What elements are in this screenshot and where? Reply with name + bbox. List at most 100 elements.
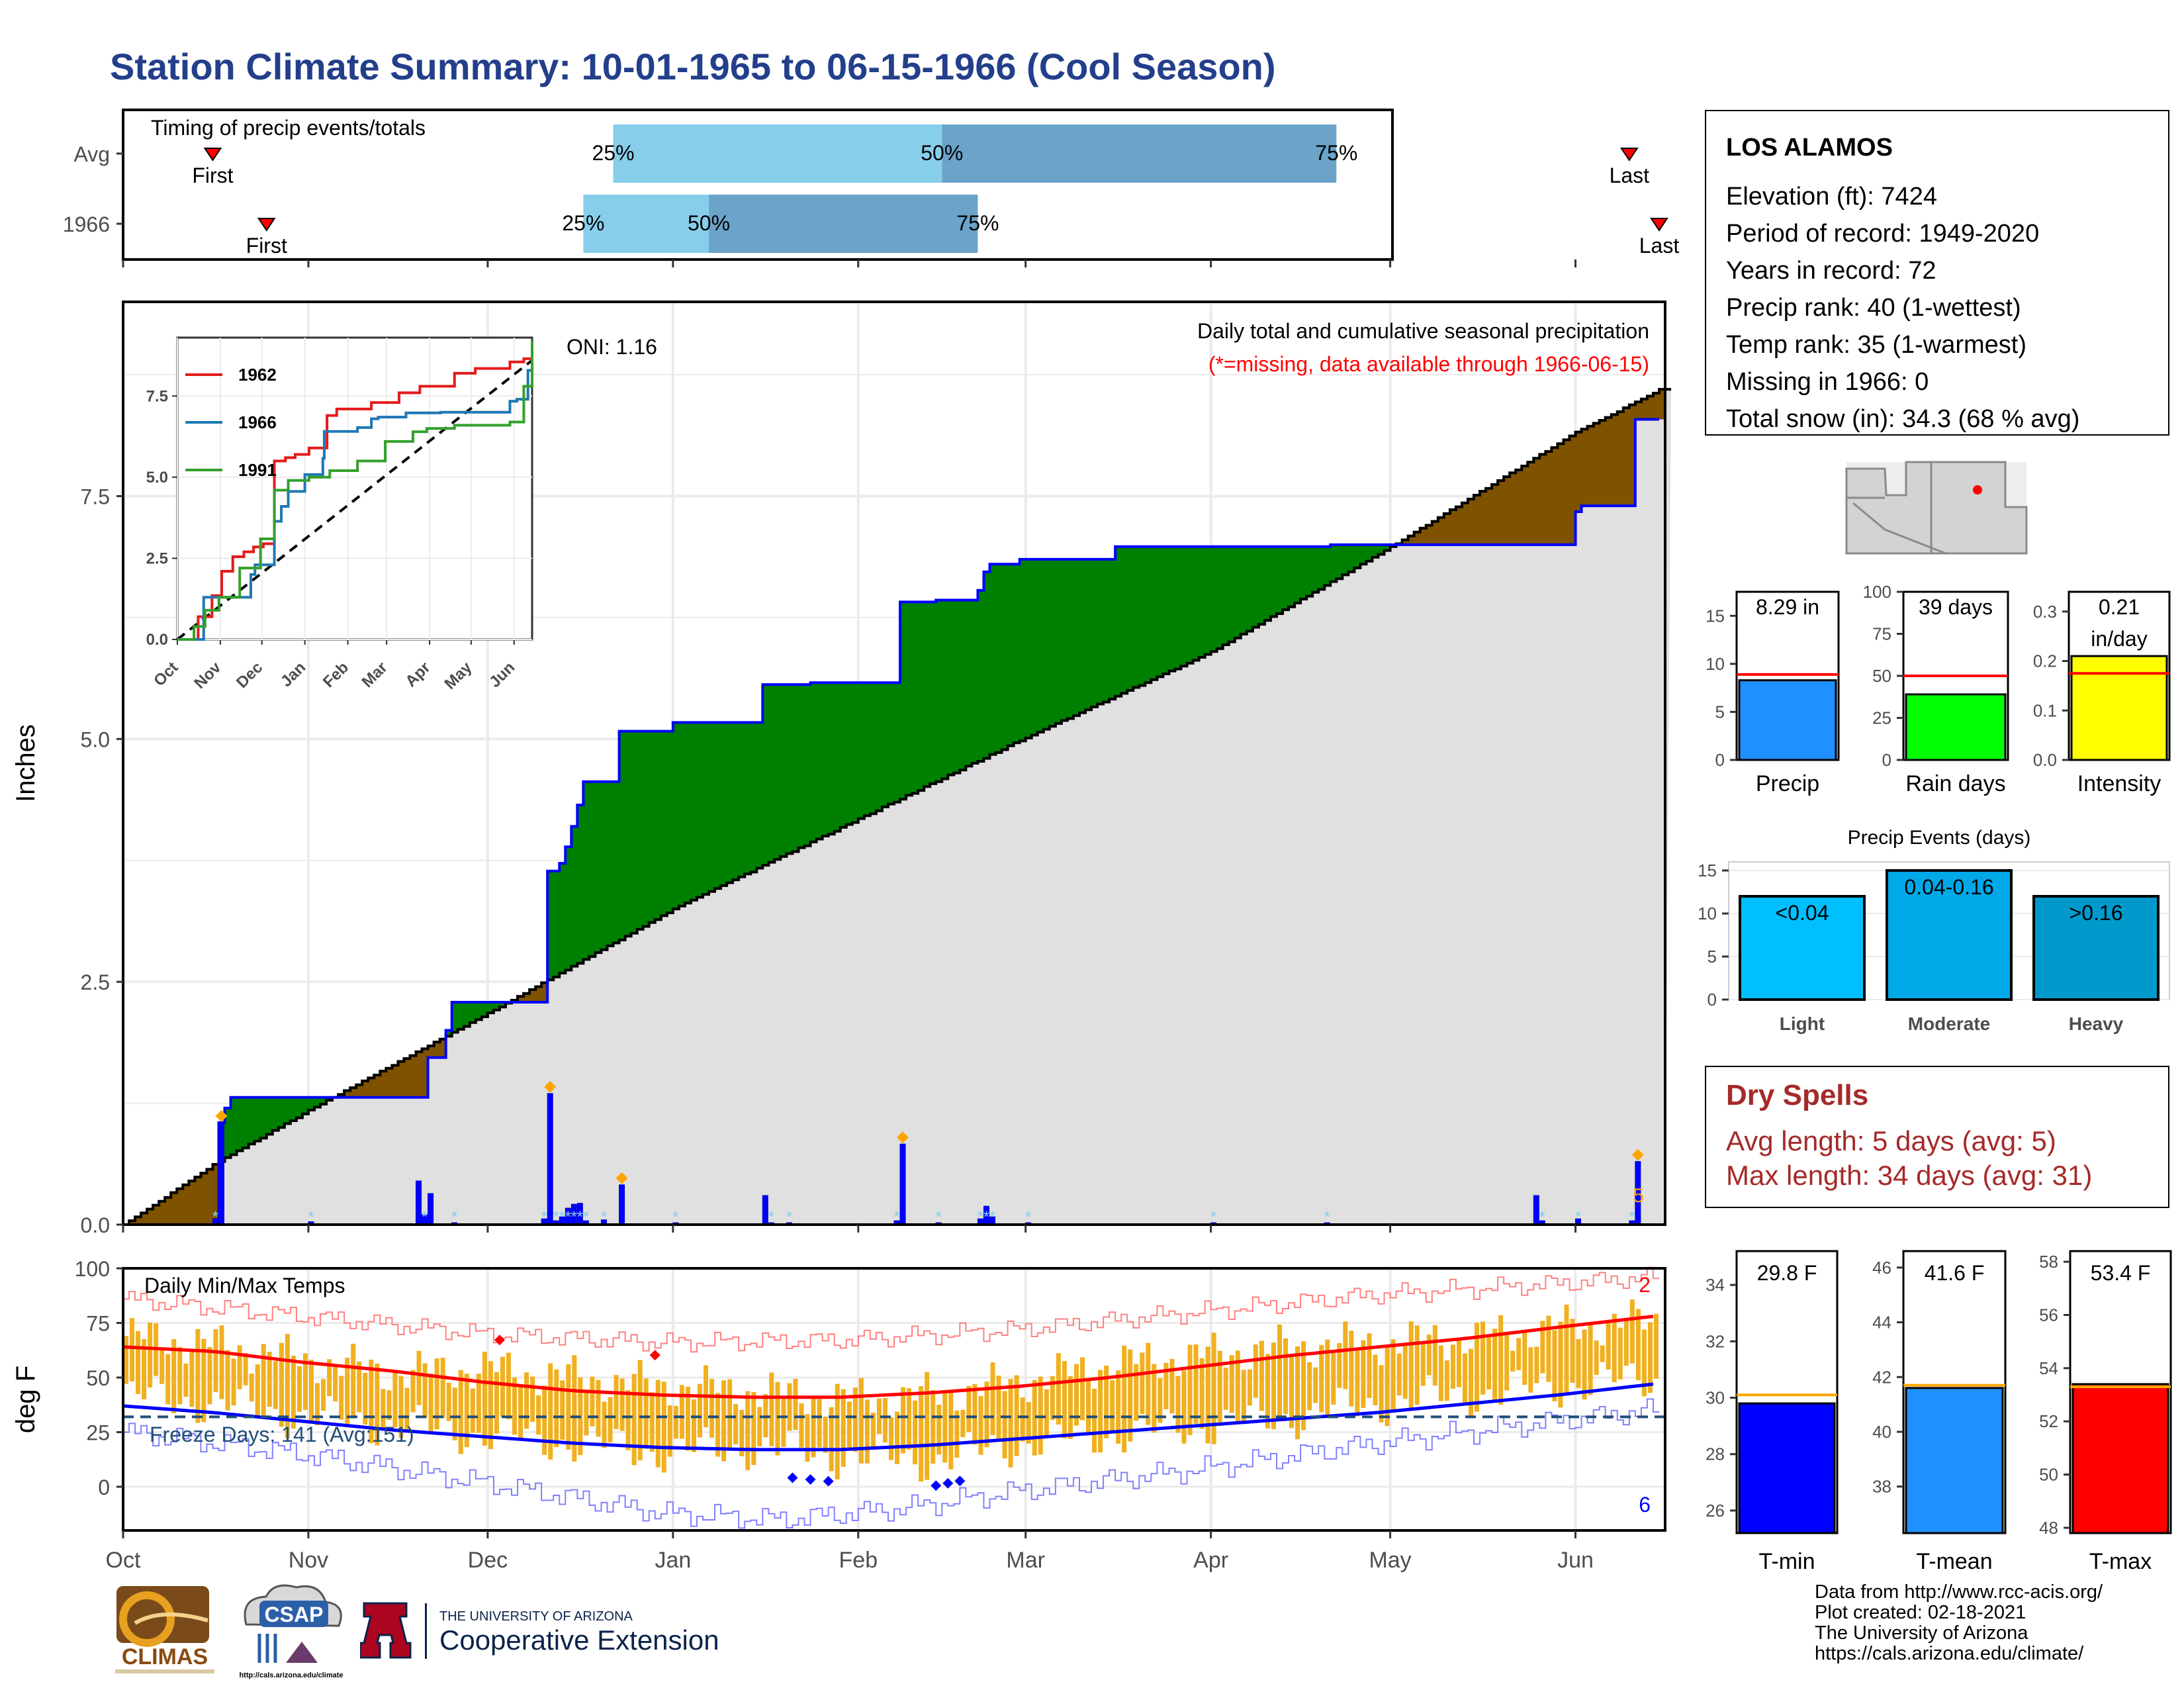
above-normal-area [583,781,590,960]
daily-temp-bar [1486,1337,1492,1390]
above-normal-area [469,1002,477,1023]
below-normal-area [1516,469,1522,545]
timing-pct-75-Avg: 75% [1315,141,1357,165]
above-normal-area [715,722,721,889]
daily-temp-bar [1325,1339,1330,1418]
above-normal-area [804,684,811,846]
record-low-marker [931,1480,942,1491]
daily-temp-bar [775,1382,780,1456]
above-normal-area [266,1097,273,1135]
above-normal-area [703,722,709,895]
daily-temp-bar [524,1372,529,1429]
daily-temp-bar [1516,1338,1522,1370]
daily-temp-bar [1600,1345,1605,1362]
above-normal-area [966,600,973,767]
above-normal-area [1025,559,1032,738]
above-normal-area [1151,546,1158,680]
above-normal-area [631,731,638,933]
daily-temp-bar [1588,1322,1593,1395]
record-min-line [123,1398,1659,1529]
daily-temp-bar [225,1350,230,1411]
timing-pct-75-1966: 75% [956,211,999,235]
psum-ytick-label: 0.0 [2033,750,2057,770]
tsum-bar-T-min [1738,1402,1836,1534]
daily-precip-bar [899,1143,906,1225]
observed-cumulative-line [123,418,1659,1226]
above-normal-area [948,600,954,775]
events-bar-label-heavy: >0.16 [2070,901,2123,925]
below-normal-area [141,1213,148,1225]
daily-temp-bar [566,1364,571,1450]
record-low-marker [954,1476,966,1487]
above-normal-area [721,722,727,886]
inset-series-1991 [177,340,533,641]
above-normal-area [1049,559,1056,727]
timing-first-marker-Avg [203,148,222,162]
daily-temp-bar [494,1372,499,1434]
above-normal-area [625,731,632,937]
above-normal-area [1181,546,1188,667]
above-normal-area [230,1097,238,1155]
daily-temp-bar [1653,1313,1659,1379]
timing-row-label-Avg: Avg [73,142,110,166]
above-normal-area [995,564,1003,753]
daily-temp-bar [1402,1345,1408,1399]
temperature-chart: 0 25 50 75 100 Oct Nov Dec Jan Feb Mar Apr May Jun Da… [11,1257,1666,1573]
daily-temp-bar [769,1372,774,1446]
daily-temp-bar [1110,1380,1115,1433]
timing-first-label-1966: First [246,234,287,258]
daily-temp-bar [679,1385,684,1439]
above-normal-area [643,731,650,927]
above-normal-area [1240,546,1248,634]
ua-logo-extension: Cooperative Extension [439,1624,719,1656]
daily-temp-bar [1570,1319,1575,1383]
above-normal-area [1228,546,1236,642]
daily-temp-bar [942,1391,948,1463]
above-normal-area [762,684,769,866]
daily-temp-bar [171,1339,177,1413]
above-normal-area [1007,564,1015,746]
daily-temp-bar [1307,1362,1312,1411]
timing-pct-50-1966: 50% [688,211,730,235]
ua-cooperative-extension-logo: THE UNIVERSITY OF ARIZONA Cooperative Ex… [360,1602,719,1659]
daily-temp-bar [369,1359,374,1444]
below-normal-area [523,993,530,1002]
daily-temp-bar [1319,1344,1324,1413]
psum-ytick-label: 100 [1863,582,1891,602]
timing-first-marker-1966 [257,218,276,232]
snow-marker: * [1210,1208,1216,1226]
daily-temp-bar [279,1342,284,1427]
daily-temp-bar [1361,1340,1366,1408]
below-normal-area [189,1180,195,1225]
daily-temp-bar [1606,1321,1611,1370]
above-normal-area [1336,544,1343,579]
events-category-light: Light [1780,1013,1825,1034]
daily-temp-bar [302,1353,308,1410]
above-normal-area [1145,546,1152,683]
daily-temp-bar [488,1361,493,1450]
daily-temp-bar [1068,1376,1073,1439]
precip-summary-chart: 8.29 in 0 5 10 15 Precip 39 days 0 25 50 75 100 Rain… [1706,582,2171,796]
daily-temp-bar [1498,1315,1504,1405]
below-normal-area [1449,510,1457,545]
daily-temp-bar [1199,1358,1205,1429]
above-normal-area [768,684,775,863]
events-title: Precip Events (days) [1848,827,2031,849]
temp-summary-chart: 29.8 F 26 28 30 32 34 T-min 41.6 F 38 40 42 44 46 T-m… [1706,1250,2172,1574]
tsum-ytick-label: 52 [2039,1411,2058,1431]
daily-temp-bar [715,1393,721,1457]
daily-temp-bar [829,1407,834,1472]
daily-temp-bar [375,1363,380,1446]
temp-xtick-label: Apr [1193,1548,1228,1573]
inset-ytick-label: 7.5 [146,387,168,405]
above-normal-area [547,870,554,980]
daily-temp-bar [685,1386,690,1451]
ua-logo-university: THE UNIVERSITY OF ARIZONA [439,1609,633,1624]
avg-max-line [122,1315,1654,1399]
below-normal-area [1641,399,1648,420]
snow-marker: * [989,1208,995,1226]
daily-temp-bar [1122,1345,1127,1453]
above-normal-area [1372,544,1379,557]
tsum-ytick-label: 56 [2039,1305,2058,1325]
